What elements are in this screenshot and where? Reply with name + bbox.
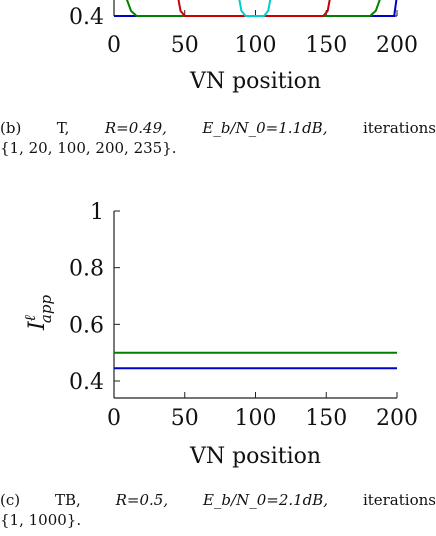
x-tick-label: 200 bbox=[376, 406, 418, 431]
caption-b-scheme: T, bbox=[56, 119, 70, 137]
chart-bottom: 0 50 100 150 200 0.4 0.6 0.8 1 VN position Iℓapp bbox=[21, 200, 418, 469]
y-tick-label: 1 bbox=[90, 200, 104, 225]
x-axis-label: VN position bbox=[189, 444, 321, 469]
x-tick-label: 0 bbox=[107, 406, 121, 431]
caption-b-line1: (b) T, R=0.49, E_b/N_0=1.1dB, iterations bbox=[0, 118, 436, 138]
y-tick-label: 0.8 bbox=[69, 257, 104, 282]
x-tick-label: 100 bbox=[235, 406, 277, 431]
caption-c-scheme: TB, bbox=[54, 491, 81, 509]
caption-c-iter-values: {1, 1000}. bbox=[0, 511, 82, 529]
caption-b: (b) T, R=0.49, E_b/N_0=1.1dB, iterations… bbox=[0, 118, 436, 158]
x-axis-label: VN position bbox=[189, 69, 321, 94]
caption-b-rate: R=0.49, bbox=[104, 119, 167, 137]
caption-c-snr: E_b/N_0=2.1dB, bbox=[202, 491, 329, 509]
caption-c-line1: (c) TB, R=0.5, E_b/N_0=2.1dB, iterations bbox=[0, 490, 436, 510]
x-tick-label: 50 bbox=[171, 33, 199, 58]
caption-b-label: (b) bbox=[0, 119, 22, 137]
x-tick-label: 150 bbox=[305, 33, 347, 58]
caption-c: (c) TB, R=0.5, E_b/N_0=2.1dB, iterations… bbox=[0, 490, 436, 530]
caption-b-iter-values: {1, 20, 100, 200, 235}. bbox=[0, 139, 177, 157]
y-axis-label: Iℓapp bbox=[21, 295, 55, 331]
x-tick-label: 200 bbox=[376, 33, 418, 58]
caption-b-iter-word: iterations bbox=[362, 119, 436, 137]
x-tick-label: 50 bbox=[171, 406, 199, 431]
x-tick-label: 0 bbox=[107, 33, 121, 58]
caption-c-rate: R=0.5, bbox=[115, 491, 169, 509]
caption-b-snr: E_b/N_0=1.1dB, bbox=[202, 119, 328, 137]
chart-top-partial: 0 50 100 150 200 0.4 VN position bbox=[69, 0, 418, 94]
caption-c-iter-word: iterations bbox=[362, 491, 436, 509]
x-tick-label: 100 bbox=[235, 33, 277, 58]
y-tick-label: 0.4 bbox=[69, 370, 104, 395]
series-line-3 bbox=[238, 0, 272, 17]
x-tick-label: 150 bbox=[305, 406, 347, 431]
y-tick-label: 0.6 bbox=[69, 313, 104, 338]
caption-c-label: (c) bbox=[0, 491, 21, 509]
y-tick-label: 0.4 bbox=[69, 5, 104, 30]
series-line-1 bbox=[125, 0, 381, 17]
series-line-2 bbox=[177, 0, 331, 17]
